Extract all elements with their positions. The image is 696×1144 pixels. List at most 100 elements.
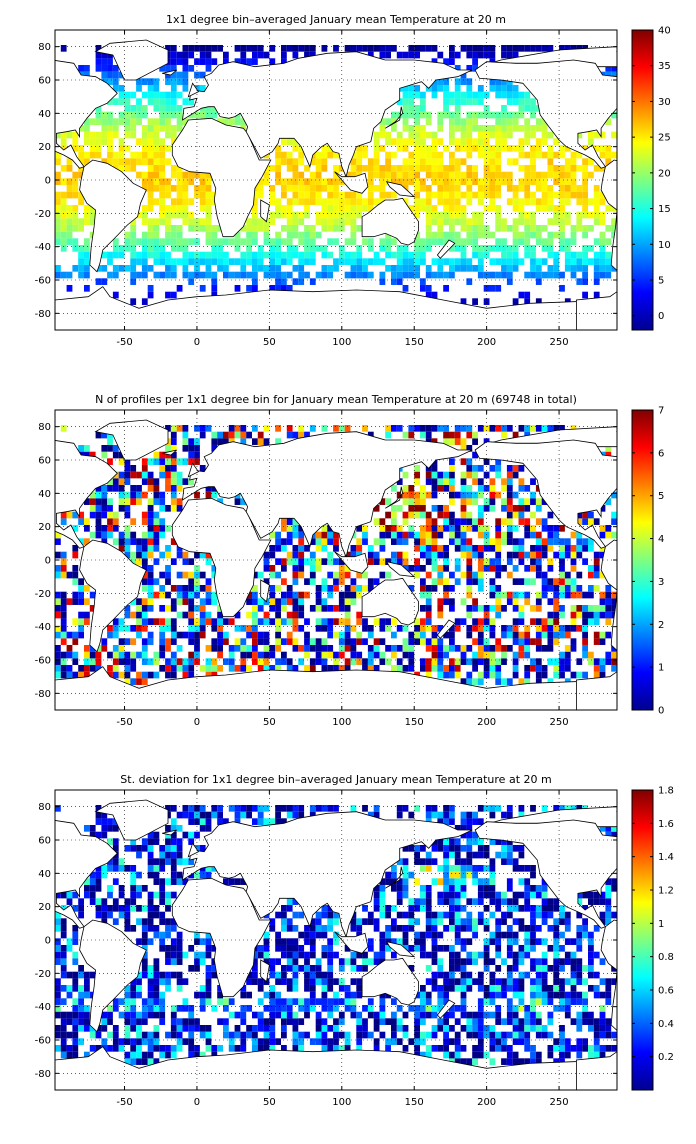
data-cell [437,525,443,532]
data-cell [507,558,513,565]
data-cell [414,112,420,119]
data-cell [194,438,200,445]
data-cell [495,1038,501,1045]
data-cell [113,292,119,299]
data-cell [443,198,449,205]
data-cell [84,205,90,212]
data-cell [385,52,391,59]
data-cell [165,892,171,899]
data-cell [432,258,438,265]
data-cell [154,992,160,999]
data-cell [223,265,229,272]
data-cell [559,565,565,572]
data-cell [420,618,426,625]
data-cell [275,938,281,945]
data-cell [148,525,154,532]
data-cell [466,625,472,632]
data-cell [443,592,449,599]
data-cell [443,652,449,659]
data-cell [455,918,461,925]
data-cell [206,232,212,239]
data-cell [316,925,322,932]
data-cell [576,1018,582,1025]
data-cell [571,252,577,259]
data-cell [461,118,467,125]
data-cell [165,978,171,985]
data-cell [368,918,374,925]
data-cell [507,185,513,192]
data-cell [519,505,525,512]
data-cell [414,205,420,212]
data-cell [397,525,403,532]
data-cell [194,452,200,459]
data-cell [530,872,536,879]
data-cell [322,1032,328,1039]
data-cell [449,225,455,232]
data-cell [530,605,536,612]
data-cell [466,538,472,545]
data-cell [594,265,600,272]
data-cell [501,218,507,225]
data-cell [211,598,217,605]
data-cell [542,1032,548,1039]
data-cell [229,658,235,665]
data-cell [217,638,223,645]
data-cell [576,192,582,199]
data-cell [322,998,328,1005]
data-cell [536,965,542,972]
data-cell [443,432,449,439]
data-cell [194,58,200,65]
data-cell [351,645,357,652]
data-cell [55,645,61,652]
data-cell [524,505,530,512]
data-cell [269,605,275,612]
data-cell [484,558,490,565]
data-cell [420,178,426,185]
data-cell [148,472,154,479]
data-cell [119,652,125,659]
data-cell [252,265,258,272]
data-cell [107,518,113,525]
data-cell [298,278,304,285]
data-cell [605,252,611,259]
data-cell [142,932,148,939]
data-cell [443,112,449,119]
data-cell [490,645,496,652]
data-cell [183,1025,189,1032]
data-cell [252,1025,258,1032]
data-cell [362,1005,368,1012]
data-cell [513,565,519,572]
data-cell [107,145,113,152]
data-cell [304,652,310,659]
data-cell [472,932,478,939]
data-cell [258,252,264,259]
data-cell [55,265,61,272]
data-cell [78,1038,84,1045]
data-cell [183,265,189,272]
data-cell [229,878,235,885]
data-cell [397,172,403,179]
data-cell [472,598,478,605]
data-cell [391,505,397,512]
data-cell [362,145,368,152]
data-cell [478,232,484,239]
data-cell [287,905,293,912]
data-cell [136,885,142,892]
data-cell [478,645,484,652]
data-cell [113,1032,119,1039]
data-cell [356,245,362,252]
data-cell [142,672,148,679]
data-cell [84,218,90,225]
data-cell [61,658,67,665]
data-cell [478,578,484,585]
data-cell [530,272,536,279]
data-cell [576,1012,582,1019]
data-cell [101,58,107,65]
data-cell [223,238,229,245]
data-cell [600,1018,606,1025]
data-cell [177,92,183,99]
data-cell [333,258,339,265]
data-cell [322,178,328,185]
data-cell [206,52,212,59]
data-cell [461,138,467,145]
